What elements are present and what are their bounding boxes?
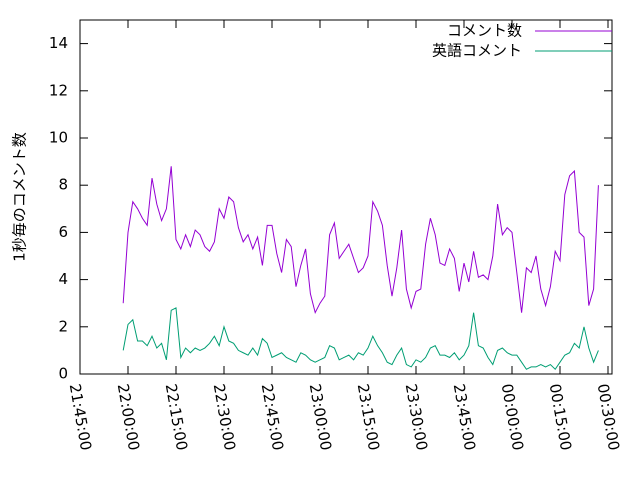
series-line [122,307,599,371]
x-tick-label: 22:15:00 [162,382,191,451]
x-tick-label: 23:45:00 [450,382,479,451]
x-tick-label: 00:00:00 [498,382,527,451]
y-tick-label: 14 [49,34,68,52]
y-tick-label: 0 [58,365,68,383]
legend-label: コメント数 [447,22,522,40]
x-tick-label: 22:45:00 [258,382,287,451]
y-tick-label: 4 [58,270,68,288]
y-tick-label: 8 [58,176,68,194]
plot-border [79,19,613,375]
x-tick-label: 23:15:00 [354,382,383,451]
y-axis-label: 1秒毎のコメント数 [11,132,29,262]
y-tick-label: 2 [58,317,68,335]
y-tick-label: 6 [58,223,68,241]
series-line [122,166,599,315]
y-tick-label: 12 [49,81,68,99]
x-tick-label: 00:15:00 [546,382,575,451]
x-tick-label: 23:00:00 [306,382,335,451]
x-tick-label: 00:30:00 [594,382,623,451]
y-tick-label: 10 [49,129,68,147]
x-tick-label: 22:30:00 [210,382,239,451]
x-tick-label: 22:00:00 [114,382,143,451]
x-tick-label: 23:30:00 [402,382,431,451]
legend-label: 英語コメント [432,42,522,60]
x-tick-label: 21:45:00 [66,382,95,451]
